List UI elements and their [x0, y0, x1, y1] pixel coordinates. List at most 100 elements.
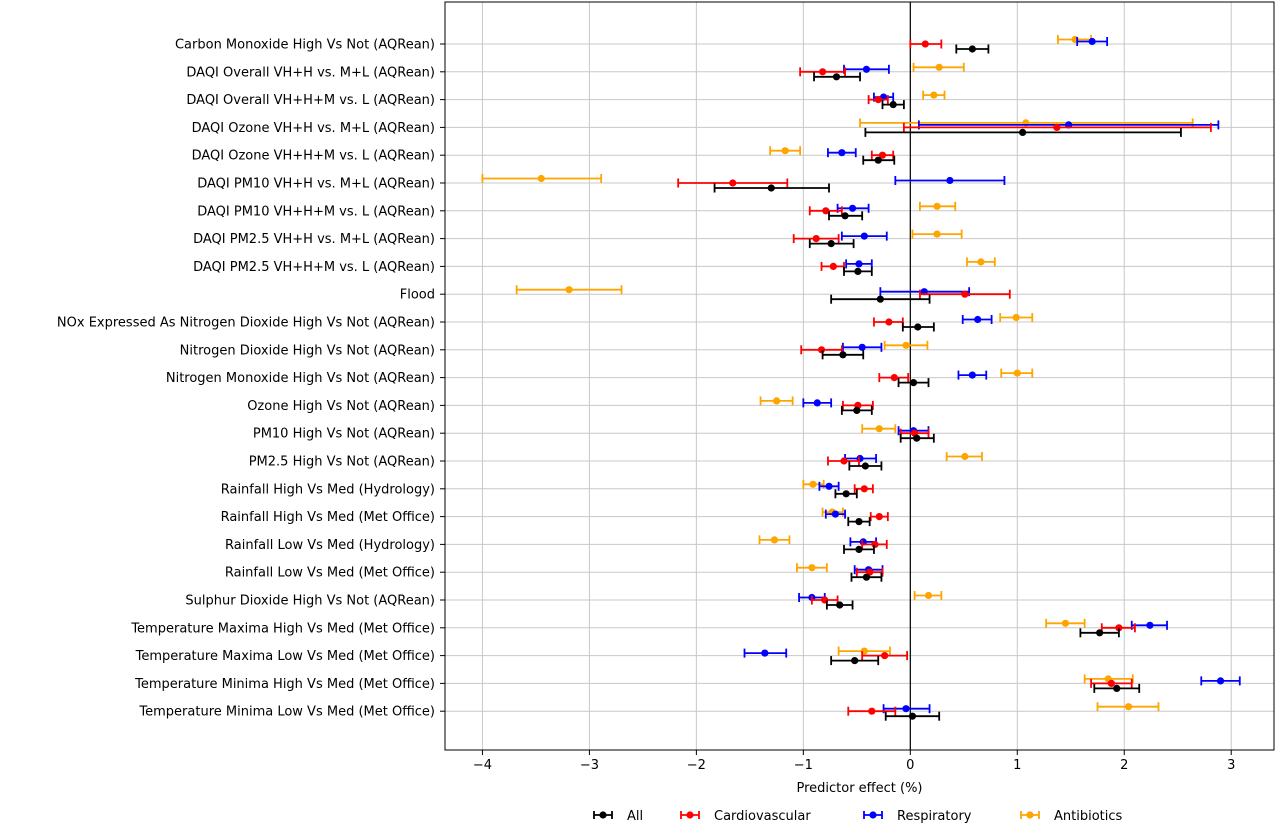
- point-estimate: [855, 518, 863, 526]
- x-tick-label: 2: [1120, 758, 1128, 773]
- legend-item-antibiotics: Antibiotics: [1020, 809, 1123, 824]
- point-estimate: [961, 290, 969, 298]
- point-estimate: [889, 101, 897, 109]
- category-label: PM2.5 High Vs Not (AQRean): [249, 455, 435, 470]
- point-estimate: [813, 399, 821, 407]
- point-estimate: [860, 232, 868, 240]
- category-label: Flood: [400, 288, 435, 303]
- category-label: Ozone High Vs Not (AQRean): [247, 399, 435, 414]
- legend-item-cardiovascular: Cardiovascular: [680, 809, 811, 824]
- point-estimate: [1124, 703, 1133, 711]
- point-estimate: [840, 457, 848, 465]
- point-estimate: [761, 649, 769, 657]
- legend-swatch-dot: [1026, 811, 1034, 819]
- point-estimate: [1013, 369, 1021, 377]
- point-estimate: [848, 204, 857, 212]
- point-estimate: [831, 510, 840, 518]
- x-tick-label: −2: [687, 758, 706, 773]
- x-tick-label: −1: [794, 758, 813, 773]
- point-estimate: [1012, 313, 1020, 322]
- category-label: DAQI Overall VH+H+M vs. L (AQRean): [186, 93, 435, 108]
- point-estimate: [874, 156, 882, 164]
- x-axis: −4 −3 −2 −1 0 1 2 3: [440, 43, 1235, 773]
- category-label: Sulphur Dioxide High Vs Not (AQRean): [185, 594, 435, 609]
- category-label: Temperature Minima High Vs Med (Met Offi…: [134, 677, 435, 692]
- point-estimate: [1096, 629, 1104, 637]
- x-axis-label: Predictor effect (%): [796, 781, 922, 796]
- category-label: DAQI PM2.5 VH+H vs. M+L (AQRean): [193, 232, 435, 247]
- point-estimate: [841, 212, 849, 220]
- point-estimate: [935, 63, 943, 71]
- point-estimate: [855, 545, 863, 554]
- category-label: DAQI PM10 VH+H+M vs. L (AQRean): [197, 204, 435, 219]
- point-estimate: [921, 40, 929, 48]
- point-estimate: [871, 540, 879, 549]
- point-estimate: [885, 318, 893, 326]
- point-estimate: [537, 174, 545, 183]
- point-estimate: [827, 240, 835, 248]
- point-estimate: [875, 513, 883, 521]
- x-tick-label: 0: [906, 758, 914, 773]
- point-estimate: [914, 323, 922, 331]
- point-estimate: [773, 397, 781, 405]
- point-estimate: [875, 425, 883, 433]
- point-estimate: [858, 343, 866, 351]
- point-estimate: [1113, 684, 1121, 693]
- point-estimate: [881, 652, 889, 660]
- category-label: Rainfall Low Vs Med (Met Office): [225, 566, 435, 581]
- legend-label: Antibiotics: [1054, 809, 1123, 824]
- category-label: Nitrogen Monoxide High Vs Not (AQRean): [166, 371, 435, 386]
- point-estimate: [1053, 123, 1061, 131]
- point-estimate: [924, 591, 933, 600]
- category-label: DAQI Ozone VH+H+M vs. L (AQRean): [192, 149, 435, 164]
- category-labels: Carbon Monoxide High Vs Not (AQRean) DAQI…: [57, 38, 435, 720]
- point-estimate: [770, 536, 779, 544]
- point-estimate: [862, 573, 871, 581]
- point-estimate: [913, 434, 921, 442]
- series-all: [713, 44, 1182, 721]
- point-estimate: [968, 45, 976, 53]
- point-estimate: [854, 267, 862, 275]
- point-estimate: [851, 657, 859, 665]
- legend-label: Cardiovascular: [714, 809, 811, 824]
- point-estimate: [1216, 677, 1225, 685]
- point-estimate: [861, 462, 869, 470]
- point-estimate: [825, 482, 833, 490]
- point-estimate: [968, 371, 976, 379]
- point-estimate: [933, 230, 941, 238]
- grid: [445, 2, 1274, 750]
- point-estimate: [1115, 624, 1123, 632]
- x-tick-label: 1: [1013, 758, 1021, 773]
- legend-swatch-dot: [599, 811, 607, 819]
- legend-label: All: [627, 809, 643, 824]
- legend-label: Respiratory: [897, 809, 972, 824]
- point-estimate: [974, 315, 982, 324]
- point-estimate: [729, 179, 737, 187]
- point-estimate: [818, 68, 827, 76]
- legend-swatch-dot: [686, 811, 694, 819]
- point-estimate: [822, 207, 830, 215]
- legend-item-all: All: [593, 809, 643, 824]
- point-estimate: [946, 176, 954, 185]
- category-label: Temperature Minima Low Vs Med (Met Offic…: [138, 705, 435, 720]
- point-estimate: [902, 705, 910, 713]
- point-estimate: [874, 96, 882, 104]
- category-label: DAQI Ozone VH+H vs. M+L (AQRean): [192, 121, 435, 136]
- series-antibiotics: [481, 35, 1194, 712]
- point-estimate: [961, 452, 969, 461]
- series-cardiovascular: [677, 39, 1212, 716]
- point-estimate: [1146, 621, 1154, 629]
- point-estimate: [862, 65, 871, 73]
- point-estimate: [930, 91, 938, 99]
- point-estimate: [836, 601, 844, 609]
- point-estimate: [909, 379, 918, 387]
- legend-item-respiratory: Respiratory: [863, 809, 972, 824]
- point-estimate: [860, 485, 868, 493]
- point-estimate: [842, 490, 850, 498]
- point-estimate: [876, 295, 884, 303]
- point-estimate: [902, 341, 910, 349]
- point-estimate: [812, 235, 820, 243]
- point-estimate: [839, 351, 847, 359]
- category-label: DAQI PM2.5 VH+H+M vs. L (AQRean): [193, 260, 435, 275]
- category-label: PM10 High Vs Not (AQRean): [253, 427, 435, 442]
